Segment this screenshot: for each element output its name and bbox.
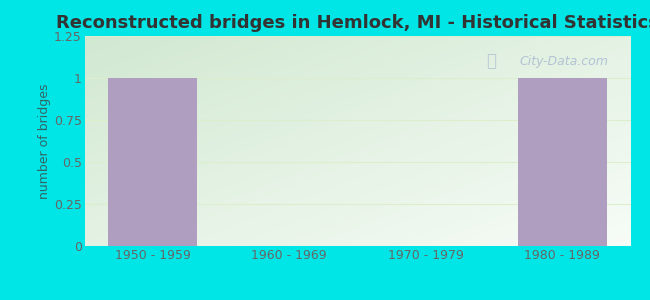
Title: Reconstructed bridges in Hemlock, MI - Historical Statistics: Reconstructed bridges in Hemlock, MI - H… [56, 14, 650, 32]
Y-axis label: number of bridges: number of bridges [38, 83, 51, 199]
Bar [518, 78, 606, 246]
Text: Ⓠ: Ⓠ [486, 52, 496, 70]
Bar [109, 78, 197, 246]
Text: City-Data.com: City-Data.com [520, 55, 608, 68]
